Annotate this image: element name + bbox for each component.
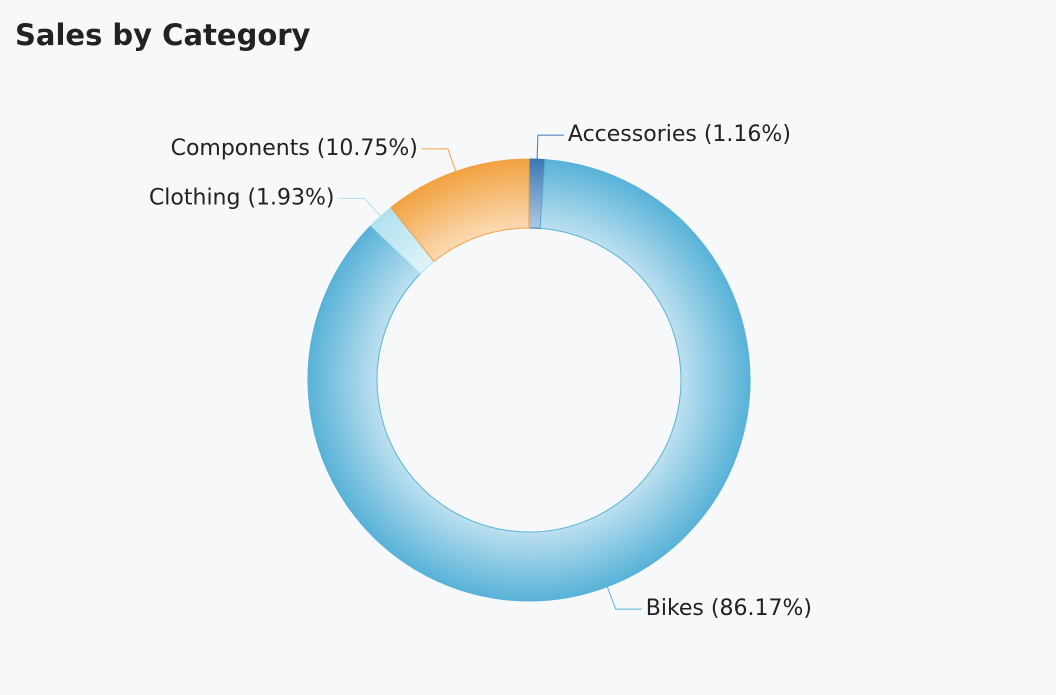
leader-line	[605, 583, 642, 610]
chart-title: Sales by Category	[15, 18, 311, 52]
donut-slice	[390, 158, 530, 263]
leader-line	[421, 148, 458, 175]
donut-slice	[307, 159, 751, 602]
data-label: Components (10.75%)	[171, 136, 418, 161]
data-label: Bikes (86.17%)	[646, 596, 812, 621]
data-label: Clothing (1.93%)	[149, 185, 335, 210]
leader-line	[536, 134, 564, 163]
data-label: Accessories (1.16%)	[568, 122, 791, 147]
leader-line	[338, 197, 384, 219]
